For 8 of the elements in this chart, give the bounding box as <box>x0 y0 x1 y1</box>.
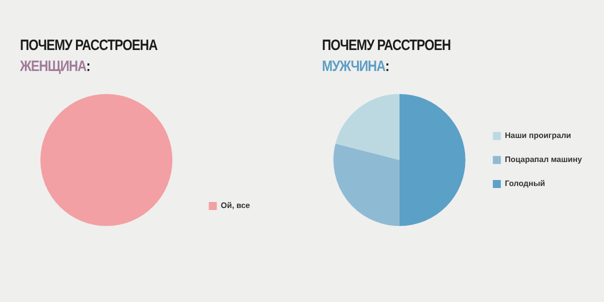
legend-label: Поцарапал машину <box>504 155 583 164</box>
chart-title: ПОЧЕМУ РАССТРОЕНА <box>20 37 158 54</box>
chart-title: ПОЧЕМУ РАССТРОЕН <box>322 37 451 54</box>
legend-label: Ой, все <box>220 201 251 210</box>
chart-subtitle: МУЖЧИНА: <box>322 58 389 75</box>
chart-subtitle: ЖЕНЩИНА: <box>20 58 90 75</box>
legend-label: Голодный <box>504 179 546 188</box>
legend-label: Наши проиграли <box>504 131 572 140</box>
